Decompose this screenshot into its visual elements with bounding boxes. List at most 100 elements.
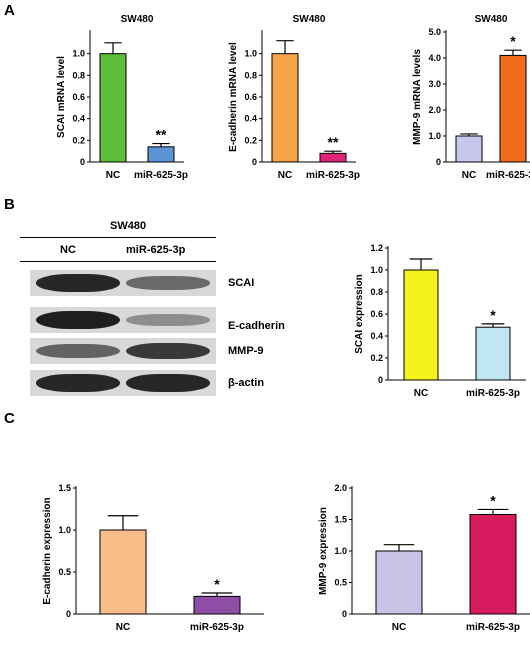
ecadherin-mrna-chart: SW480 0 0.2 0.4 0.6 0.8 1.0 E-cadherin mRNA lev… (228, 14, 360, 181)
y-tick-label: 0.6 (244, 92, 257, 102)
x-tick-label: miR-625-3p (134, 170, 188, 181)
blot-strip-mmp9 (30, 338, 216, 364)
y-axis-label: SCAI expression (354, 274, 365, 353)
x-tick-label: NC (106, 170, 120, 181)
bar (475, 326, 511, 381)
blot-band (126, 314, 210, 326)
chart-title: SW480 (121, 14, 154, 25)
y-tick-label: 4.0 (428, 53, 441, 63)
y-tick-label: 1.0 (428, 131, 441, 141)
blot-lane-rule (20, 261, 216, 262)
blot-band (36, 374, 120, 392)
y-tick-label: 0.2 (370, 353, 383, 363)
y-tick-label: 2.0 (334, 483, 347, 493)
bar (99, 529, 147, 615)
western-blot: SW480 NC miR-625-3p SCAI E-cadherin MMP-… (18, 220, 298, 410)
y-tick-label: 0.2 (244, 135, 257, 145)
blot-label-ecadherin: E-cadherin (228, 320, 285, 332)
blot-band (36, 311, 120, 329)
blot-lane-mir: miR-625-3p (126, 244, 186, 256)
bar (499, 54, 527, 163)
mmp9-mrna-chart: SW480 0 1.0 2.0 3.0 4.0 5.0 MMP-9 mRNA levels NC… (412, 14, 530, 181)
significance-marker: ** (328, 134, 339, 150)
x-tick-label: miR-625-3p (306, 170, 360, 181)
y-tick-label: 1.0 (72, 49, 85, 59)
bar (193, 595, 241, 615)
blot-label-mmp9: MMP-9 (228, 345, 264, 357)
blot-strip-ecadherin (30, 307, 216, 333)
y-axis-label: SCAI mRNA level (56, 56, 67, 138)
y-tick-label: 1.5 (334, 515, 347, 525)
blot-strip-beta-actin (30, 370, 216, 396)
y-tick-label: 0 (80, 157, 85, 167)
significance-marker: * (510, 33, 516, 49)
blot-title: SW480 (110, 220, 147, 232)
y-tick-label: 1.5 (58, 483, 71, 493)
x-tick-label: miR-625-3p (190, 622, 244, 633)
y-axis-label: MMP-9 mRNA levels (412, 49, 423, 145)
scai-mrna-chart: SW480 0 0.2 0.4 0.6 0.8 1.0 SCAI mRNA level NC **… (56, 14, 188, 181)
x-tick-label: NC (414, 388, 428, 399)
bar (319, 152, 347, 163)
blot-lane-nc: NC (60, 244, 76, 256)
x-tick-label: NC (116, 622, 130, 633)
y-tick-label: 0.6 (72, 92, 85, 102)
y-tick-label: 0 (342, 609, 347, 619)
y-tick-label: 0.5 (58, 567, 71, 577)
y-tick-label: 0.6 (370, 309, 383, 319)
y-tick-label: 0.4 (244, 114, 257, 124)
y-axis-label: MMP-9 expression (318, 507, 329, 595)
y-tick-label: 2.0 (428, 105, 441, 115)
x-tick-label: miR-625-3p (466, 388, 520, 399)
blot-band (36, 274, 120, 292)
significance-marker: * (490, 492, 496, 508)
bar (455, 135, 483, 163)
y-tick-label: 1.0 (244, 49, 257, 59)
bar (99, 53, 127, 163)
x-tick-label: NC (392, 622, 406, 633)
significance-marker: * (214, 576, 220, 592)
y-tick-label: 0.5 (334, 578, 347, 588)
chart-title: SW480 (293, 14, 326, 25)
y-tick-label: 0.2 (72, 135, 85, 145)
blot-band (36, 344, 120, 358)
y-axis-label: E-cadherin mRNA level (228, 42, 239, 152)
y-tick-label: 0.8 (244, 70, 257, 80)
blot-strip-scai (30, 270, 216, 296)
y-tick-label: 1.0 (334, 546, 347, 556)
significance-marker: ** (156, 127, 167, 143)
panel-label-c: C (4, 410, 15, 427)
scai-protein-chart: 0 0.2 0.4 0.6 0.8 1.0 1.2 SCAI expression NC * miR… (354, 243, 526, 399)
y-tick-label: 1.0 (370, 265, 383, 275)
panel-label-b: B (4, 196, 15, 213)
y-tick-label: 0 (252, 157, 257, 167)
bar (271, 53, 299, 163)
blot-band (126, 276, 210, 290)
chart-title: SW480 (475, 14, 508, 25)
blot-label-scai: SCAI (228, 277, 255, 289)
y-tick-label: 3.0 (428, 79, 441, 89)
x-tick-label: NC (278, 170, 292, 181)
blot-band (126, 374, 210, 392)
panel-label-a: A (4, 2, 15, 19)
y-tick-label: 0 (436, 157, 441, 167)
blot-label-beta-actin: β-actin (228, 377, 265, 389)
blot-title-rule (20, 237, 216, 238)
y-tick-label: 1.2 (370, 243, 383, 253)
y-tick-label: 1.0 (58, 525, 71, 535)
x-tick-label: miR-625-3p (486, 170, 530, 181)
y-tick-label: 0.8 (72, 70, 85, 80)
blot-band (126, 342, 210, 360)
x-tick-label: miR-625-3p (466, 622, 520, 633)
mmp9-protein-chart: 0 0.5 1.0 1.5 2.0 MMP-9 expression NC * miR-625-… (318, 483, 530, 633)
bar (403, 269, 439, 381)
y-tick-label: 0 (378, 375, 383, 385)
bar (375, 550, 423, 615)
y-tick-label: 0.8 (370, 287, 383, 297)
y-tick-label: 0.4 (72, 114, 85, 124)
bar (469, 513, 517, 615)
y-tick-label: 5.0 (428, 27, 441, 37)
bar (147, 146, 175, 163)
significance-marker: * (490, 307, 496, 323)
ecadherin-protein-chart: 0 0.5 1.0 1.5 E-cadherin expression NC * miR-62… (42, 483, 264, 633)
